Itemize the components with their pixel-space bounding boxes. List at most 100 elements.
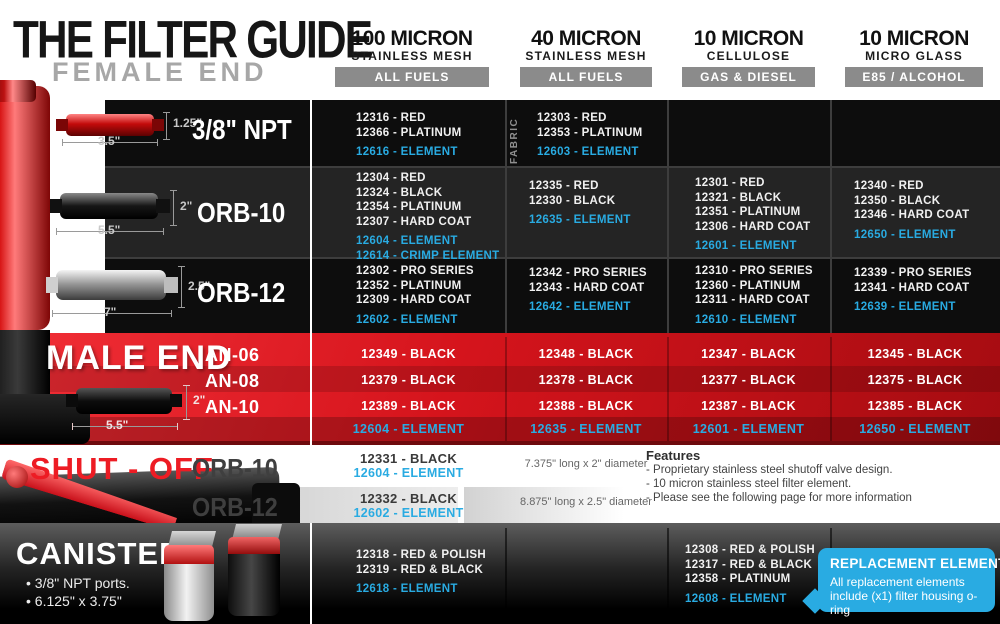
parts-cell: 12340 - RED 12350 - BLACK 12346 - HARD COA… [832,179,1000,242]
photo-shape [228,554,280,616]
section-divider [0,441,1000,445]
part-number: 12349 - BLACK [361,347,456,361]
table-divider [830,337,832,441]
part-number: 12317 - RED & BLACK [685,558,813,571]
element-number: 12604 - ELEMENT [356,235,458,247]
product-photo-male-filter [76,388,172,414]
parts-cell: 12301 - RED 12321 - BLACK 12351 - PLATINUM… [669,176,830,254]
part-number: 12345 - BLACK [867,347,963,361]
element-number: 12604 - ELEMENT [352,422,465,436]
photo-shape [66,394,78,407]
parts-cell: 12318 - RED & POLISH 12319 - RED & BLACK … [312,548,505,597]
dimension-line [170,190,177,226]
table-divider [505,528,507,624]
dimension-height: 2" [193,393,206,407]
parts-cell: 12316 - RED 12366 - PLATINUM 12616 - ELEM… [312,111,505,160]
micron-label: 10 MICRON [859,27,969,50]
photo-shape [50,199,62,213]
part-number: 12377 - BLACK [701,373,796,387]
part-number: 12389 - BLACK [361,399,456,413]
part-number: 12350 - BLACK [854,194,941,207]
dimension-line [56,228,164,235]
page-subtitle: FEMALE END [52,57,268,87]
part-number: 12310 - PRO SERIES [695,265,813,277]
row-label-an08: AN-08 [205,371,260,391]
part-number: 12378 - BLACK [538,373,634,387]
male-end-title: MALE END [46,339,232,377]
dimension-line [72,423,178,430]
element-number: 12603 - ELEMENT [537,146,639,158]
table-divider [667,528,669,624]
label-column-divider [310,523,312,624]
media-label: STAINLESS MESH [525,49,647,63]
photo-shape [252,483,300,529]
parts-cell: 12304 - RED 12324 - BLACK 12354 - PLATINUM… [312,171,505,263]
canister-bullet: • 3/8" NPT ports. [26,575,130,591]
product-photo-orb10-filter [60,193,158,219]
column-header-40-micron: 40 MICRON STAINLESS MESH ALL FUELS [505,28,667,87]
part-number: 12318 - RED & POLISH [356,549,486,561]
part-number: 12308 - RED & POLISH [685,544,815,556]
fuel-badge: ALL FUELS [519,67,653,87]
shut-off-title: SHUT - OFF [30,451,214,486]
part-number: 12352 - PLATINUM [356,279,462,292]
size-note: 7.375" long x 2" diameter [524,458,648,470]
dimension-length: 5.5" [98,223,121,237]
dimension-line [62,139,158,146]
row-stripe [464,487,624,523]
part-number: 12316 - RED [356,112,426,124]
fuel-badge: GAS & DIESEL [681,67,816,87]
table-divider [667,337,669,441]
table-divider [505,100,507,333]
table-divider [505,337,507,441]
canister-bullets: • 3/8" NPT ports. • 6.125" x 3.75" [26,574,130,610]
part-number: 12304 - RED [356,172,426,184]
part-number: 12303 - RED [537,112,607,124]
element-number: 12635 - ELEMENT [529,214,631,226]
micron-label: 100 MICRON [351,27,473,50]
part-number: 12306 - HARD COAT [695,220,811,233]
column-header-10-micron-micro-glass: 10 MICRON MICRO GLASS E85 / ALCOHOL [830,28,998,87]
column-header-100-micron: 100 MICRON STAINLESS MESH ALL FUELS [318,28,506,87]
replacement-elements-callout: REPLACEMENT ELEMENTS All replacement ele… [818,548,1000,617]
part-number: 12302 - PRO SERIES [356,265,474,277]
fuel-badge: E85 / ALCOHOL [845,67,983,87]
dimension-line [163,112,170,140]
row-label-an10: AN-10 [205,397,260,417]
photo-shape [170,394,182,407]
part-number: 12332 - BLACK [359,491,458,506]
part-number: 12360 - PLATINUM [695,279,801,292]
part-number: 12330 - BLACK [529,194,616,207]
part-number: 12324 - BLACK [356,186,443,199]
element-number: 12601 - ELEMENT [695,240,797,252]
element-number: 12639 - ELEMENT [854,301,956,313]
product-photo-an-fitting [0,330,50,398]
photo-shape [46,277,58,293]
parts-cell: 12308 - RED & POLISH 12317 - RED & BLACK 1… [669,543,830,606]
photo-shape [0,80,36,102]
part-number: 12311 - HARD COAT [695,294,810,306]
dimension-line [183,385,190,420]
element-number: 12635 - ELEMENT [530,422,642,436]
table-divider [830,100,832,333]
page-title: THE FILTER GUIDE [13,9,373,69]
part-number: 12366 - PLATINUM [356,126,462,139]
table-divider [667,100,669,333]
parts-cell: 12302 - PRO SERIES 12352 - PLATINUM 12309 … [312,264,505,327]
canister-bullet: • 6.125" x 3.75" [26,593,122,609]
dimension-height: 2" [180,199,193,213]
part-number: 12309 - HARD COAT [356,294,472,306]
features-title: Features [646,448,701,463]
part-number: 12340 - RED [854,180,924,192]
dimension-length: 3.5" [98,134,121,148]
micron-label: 40 MICRON [531,27,641,50]
part-number: 12341 - HARD COAT [854,281,970,294]
row-label-orb10: ORB-10 [197,197,286,228]
element-number: 12618 - ELEMENT [356,583,458,595]
element-number: 12602 - ELEMENT [356,313,458,326]
part-number: 12385 - BLACK [867,399,963,413]
part-number: 12353 - PLATINUM [537,126,643,139]
photo-shape [164,277,178,293]
dimension-line [178,266,185,308]
